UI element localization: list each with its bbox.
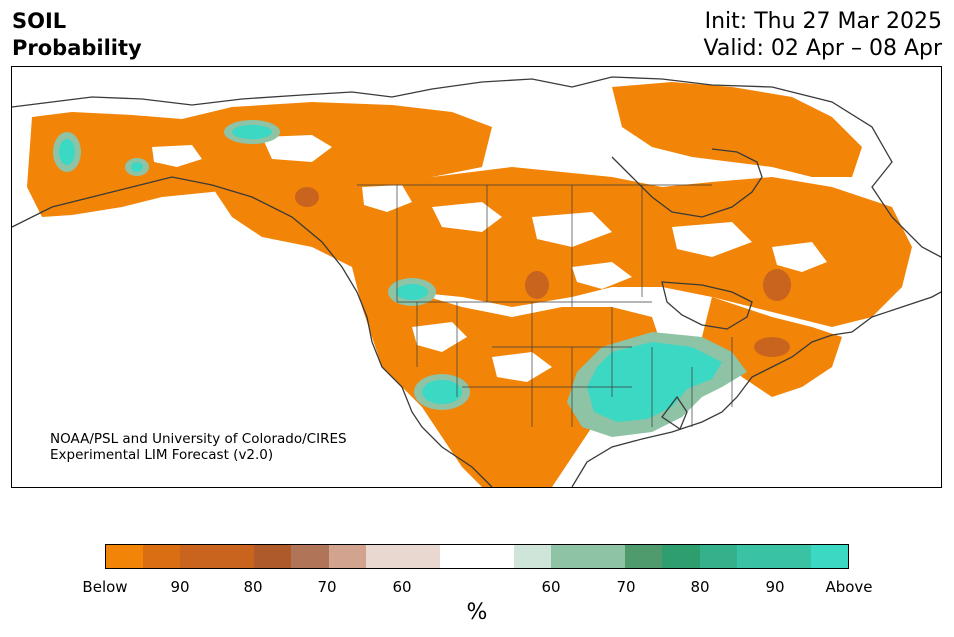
- init-date: Init: Thu 27 Mar 2025: [704, 9, 942, 34]
- credit-model: Experimental LIM Forecast (v2.0): [50, 447, 274, 463]
- map-canvas: [12, 76, 941, 487]
- colorbar-segment: [328, 545, 366, 568]
- colorbar-segment: [254, 545, 292, 568]
- below-region-quebec: [612, 82, 862, 177]
- title-variable: SOIL: [12, 9, 67, 33]
- colorbar-tick-label: Above: [825, 578, 873, 596]
- colorbar-segment: [551, 545, 589, 568]
- colorbar-segment: [699, 545, 737, 568]
- colorbar-segment: [662, 545, 700, 568]
- forecast-map: NOAA/PSL and University of Colorado/CIRE…: [11, 66, 942, 488]
- colorbar-tick-label: 70: [317, 578, 337, 596]
- probability-colorbar: [105, 544, 849, 569]
- colorbar-unit-label: %: [466, 600, 488, 625]
- colorbar-segment: [439, 545, 477, 568]
- valid-range: Valid: 02 Apr – 08 Apr: [703, 36, 943, 61]
- coastline-icon: [12, 76, 941, 487]
- colorbar-tick-label: 60: [392, 578, 412, 596]
- colorbar-segment: [773, 545, 811, 568]
- state-border-icon: [357, 184, 733, 427]
- colorbar-segment: [106, 545, 144, 568]
- colorbar-segment: [180, 545, 218, 568]
- colorbar-tick-label: Below: [82, 578, 128, 596]
- colorbar-segment: [217, 545, 255, 568]
- colorbar-tick-label: 90: [170, 578, 190, 596]
- colorbar-segment: [476, 545, 515, 568]
- title-product: Probability: [12, 36, 142, 60]
- colorbar-segment: [143, 545, 181, 568]
- colorbar-segment: [402, 545, 440, 568]
- credit-org: NOAA/PSL and University of Colorado/CIRE…: [50, 431, 347, 447]
- forecast-dates: Init: Thu 27 Mar 2025 Valid: 02 Apr – 08…: [704, 8, 943, 62]
- colorbar-tick-label: 80: [690, 578, 710, 596]
- colorbar-tick-label: 70: [616, 578, 636, 596]
- colorbar-tick-label: 90: [765, 578, 785, 596]
- below-normal-cores: [295, 187, 791, 357]
- colorbar-segment: [736, 545, 774, 568]
- colorbar-tick-label: 60: [541, 578, 561, 596]
- near-normal-gaps: [152, 135, 827, 382]
- colorbar-segment: [810, 545, 848, 568]
- data-credit: NOAA/PSL and University of Colorado/CIRE…: [50, 431, 347, 463]
- colorbar-segment: [588, 545, 626, 568]
- colorbar-segment: [291, 545, 329, 568]
- colorbar-segment: [514, 545, 552, 568]
- colorbar-tick-label: 80: [243, 578, 263, 596]
- colorbar-segment: [365, 545, 403, 568]
- below-region-alaska: [27, 102, 492, 217]
- colorbar-segment: [625, 545, 663, 568]
- map-title: SOIL Probability: [12, 8, 142, 62]
